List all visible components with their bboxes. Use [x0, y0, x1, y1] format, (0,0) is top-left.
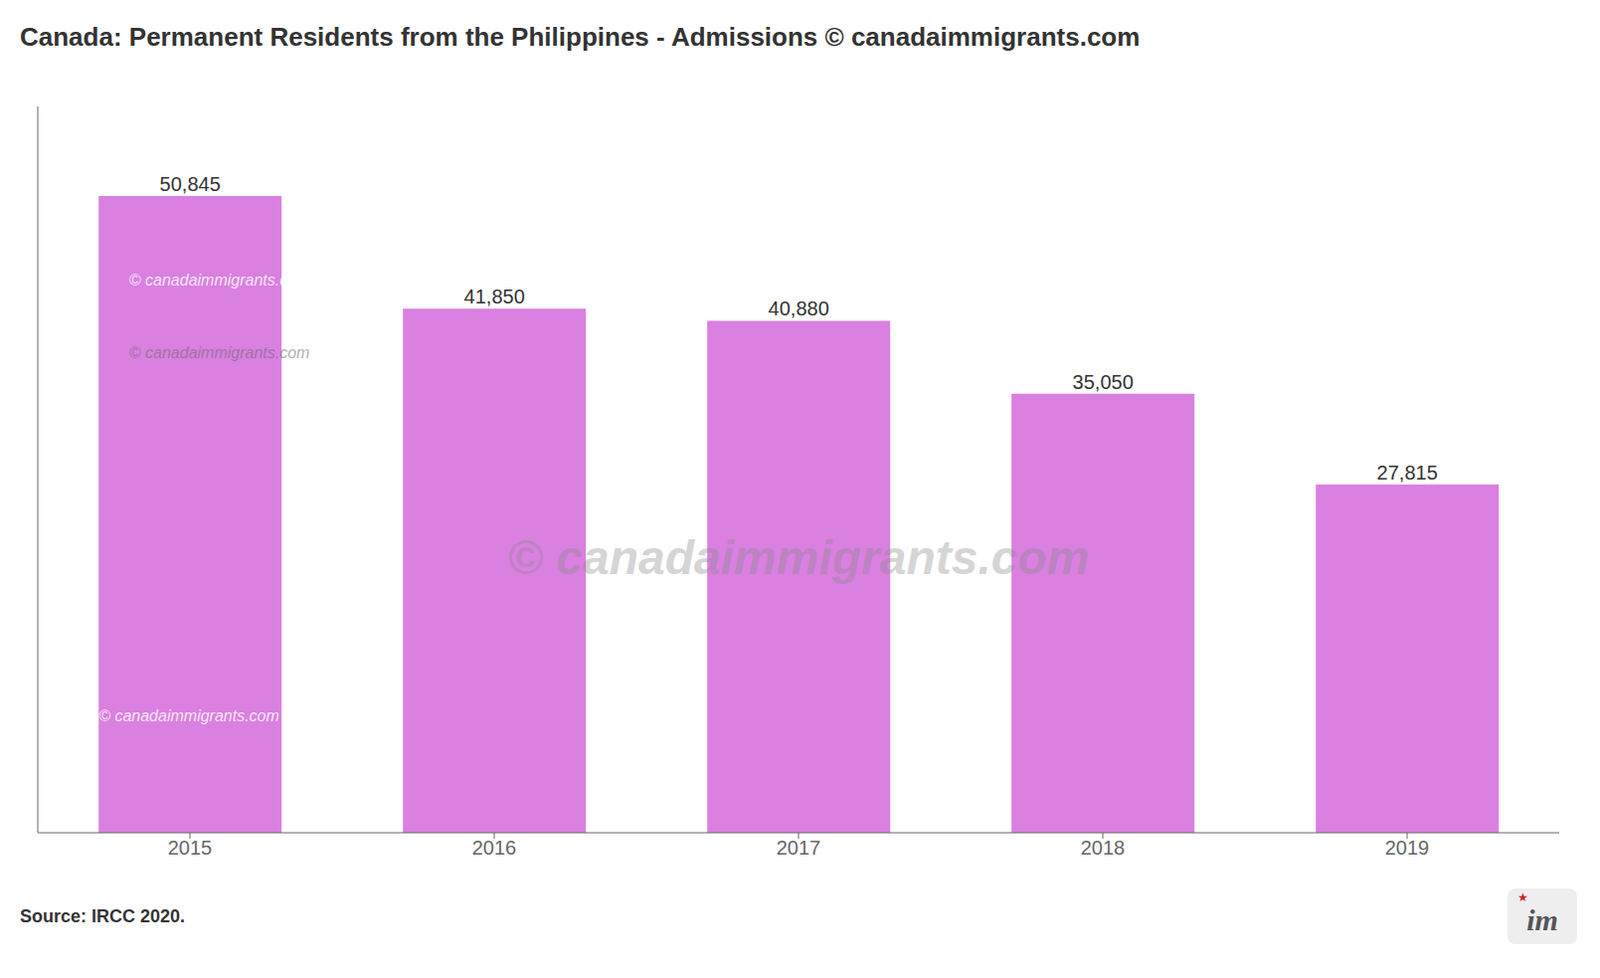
- html-text:Canada: Permanent Residents fr: Canada: Permanent Residents from the Phi…: [19, 21, 1140, 52]
- svg-text:2018: 2018: [1080, 836, 1126, 859]
- html-text:© canadaimmigrants.com: © canadaimmigrants.com: [129, 344, 310, 362]
- html-text:im: im: [1526, 902, 1559, 936]
- html-text:© canadaimmigrants.com: © canadaimmigrants.com: [129, 271, 310, 289]
- svg-text:2015: 2015: [168, 836, 213, 859]
- svg-text:2019: 2019: [1385, 836, 1430, 859]
- html-text:Source: IRCC 2020.: Source: IRCC 2020.: [19, 905, 186, 926]
- svg-text:35,050: 35,050: [1072, 370, 1134, 393]
- svg-text:2016: 2016: [472, 836, 518, 859]
- html-text:© canadaimmigrants.com: © canadaimmigrants.com: [98, 707, 280, 725]
- svg-text:50,845: 50,845: [160, 173, 221, 195]
- svg-text:27,815: 27,815: [1377, 461, 1438, 484]
- svg-text:40,880: 40,880: [768, 297, 830, 320]
- svg-text:41,850: 41,850: [464, 285, 526, 308]
- html-text:© canadaimmigrants.com: © canadaimmigrants.com: [507, 530, 1090, 583]
- svg-text:2017: 2017: [776, 836, 822, 859]
